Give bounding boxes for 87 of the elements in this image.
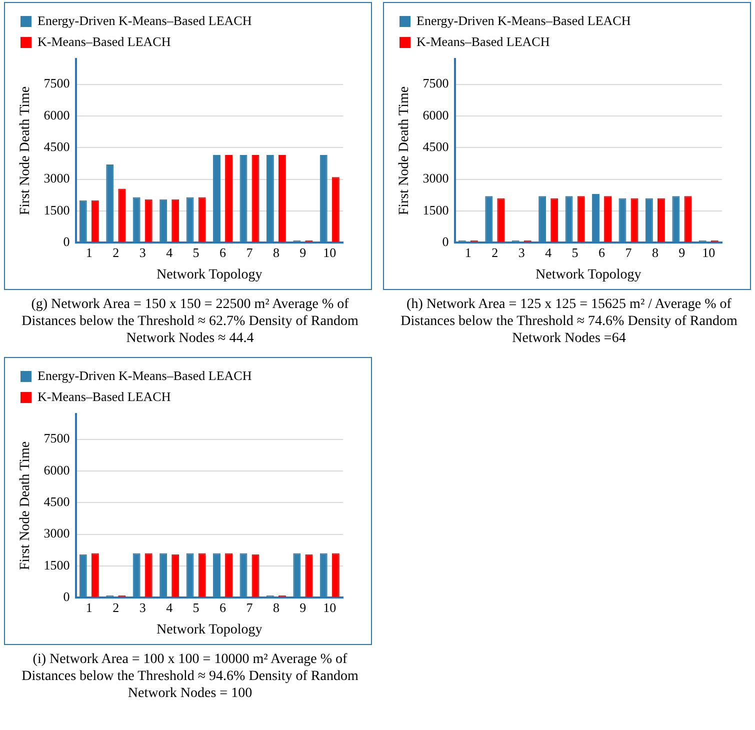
y-tick-label: 4500 (44, 494, 70, 510)
x-tick-label: 6 (598, 244, 606, 260)
y-tick-label: 7500 (44, 430, 70, 446)
legend-label: Energy-Driven K-Means–Based LEACH (416, 12, 631, 28)
x-tick-label: 5 (192, 244, 200, 260)
x-tick-label: 8 (272, 244, 280, 260)
x-tick-label: 1 (464, 244, 472, 260)
x-axis-title: Network Topology (156, 622, 262, 638)
x-axis-title: Network Topology (156, 267, 262, 282)
bar (332, 553, 340, 598)
x-tick-label: 8 (652, 244, 658, 260)
x-tick-label: 10 (702, 244, 716, 260)
legend-label: K-Means–Based LEACH (38, 388, 171, 404)
x-tick-label: 7 (625, 244, 632, 260)
y-tick-label: 3000 (422, 170, 449, 186)
x-tick-label: 3 (139, 244, 146, 260)
x-tick-label: 6 (220, 600, 227, 615)
bar (225, 155, 232, 242)
y-tick-label: 7500 (422, 76, 449, 91)
x-tick-label: 1 (86, 600, 92, 615)
y-tick-label: 1500 (422, 202, 449, 218)
bar (630, 198, 638, 242)
bar (118, 188, 126, 242)
bar (252, 155, 260, 242)
x-tick-label: 5 (192, 600, 200, 615)
x-tick-label: 10 (323, 244, 336, 260)
x-tick-label: 3 (518, 244, 525, 260)
x-tick-label: 8 (272, 600, 280, 615)
y-tick-label: 1500 (44, 557, 70, 572)
bar (198, 553, 206, 598)
x-tick-label: 2 (492, 244, 498, 260)
bar (225, 553, 232, 598)
y-tick-label: 6000 (44, 107, 70, 122)
x-tick-label: 5 (572, 244, 578, 260)
bar (144, 199, 152, 242)
bar (604, 196, 612, 242)
y-tick-label: 0 (63, 234, 70, 250)
y-axis-title: First Node Death Time (397, 86, 412, 216)
y-tick-label: 0 (442, 234, 449, 250)
y-axis-title: First Node Death Time (18, 86, 34, 216)
legend-label: K-Means–Based LEACH (38, 34, 171, 49)
y-tick-label: 1500 (44, 202, 70, 218)
x-tick-label: 1 (86, 244, 92, 260)
bar (684, 196, 692, 242)
bar (278, 155, 286, 242)
bar (497, 198, 505, 242)
bar (305, 554, 313, 598)
x-tick-label: 10 (323, 600, 336, 615)
bar (198, 197, 206, 242)
text: (i) Network Area = 100 x 100 = 10000 m² Average % of Distances below the Threshold ≈ 94.6% Density of Random Network Nodes = 100 (20, 651, 360, 702)
y-axis-title: First Node Death Time (18, 441, 34, 570)
text: (g) Network Area = 150 x 150 = 22500 m² Average % of Distances below the Threshold ≈ 62.7% Density of Random Network Nodes ≈ 44.4 (20, 296, 360, 347)
x-tick-label: 4 (166, 244, 174, 260)
legend-label: Energy-Driven K-Means–Based LEACH (38, 368, 252, 383)
y-tick-label: 0 (63, 589, 70, 604)
x-tick-label: 3 (139, 600, 146, 615)
x-axis-title: Network Topology (536, 267, 642, 282)
x-tick-label: 9 (678, 244, 686, 260)
bar (91, 553, 99, 598)
legend-label: Energy-Driven K-Means–Based LEACH (38, 12, 252, 28)
bar (252, 554, 260, 598)
y-tick-label: 4500 (44, 139, 70, 154)
x-tick-label: 7 (246, 600, 254, 615)
y-tick-label: 4500 (422, 139, 449, 154)
bar (657, 198, 665, 242)
legend-label: K-Means–Based LEACH (416, 34, 550, 49)
bar (172, 554, 180, 598)
x-tick-label: 4 (545, 244, 552, 260)
bar (172, 199, 180, 242)
y-tick-label: 6000 (422, 107, 449, 122)
y-tick-label: 3000 (44, 170, 70, 186)
y-tick-label: 6000 (44, 462, 70, 478)
y-tick-label: 7500 (44, 76, 70, 91)
bar (91, 200, 99, 242)
x-tick-label: 9 (300, 600, 306, 615)
y-tick-label: 3000 (44, 526, 70, 541)
x-tick-label: 9 (300, 244, 306, 260)
x-tick-label: 7 (246, 244, 254, 260)
bar (550, 198, 558, 242)
bar (577, 196, 585, 242)
x-tick-label: 4 (166, 600, 174, 615)
bar (332, 177, 340, 242)
x-tick-label: 2 (112, 244, 120, 260)
x-tick-label: 6 (220, 244, 227, 260)
bar (144, 553, 152, 598)
text: (h) Network Area = 125 x 125 = 15625 m² / Average % of Distances below the Threshold ≈ 74.6% Density of Random Network Nodes =64 (400, 296, 738, 347)
x-tick-label: 2 (112, 600, 120, 615)
